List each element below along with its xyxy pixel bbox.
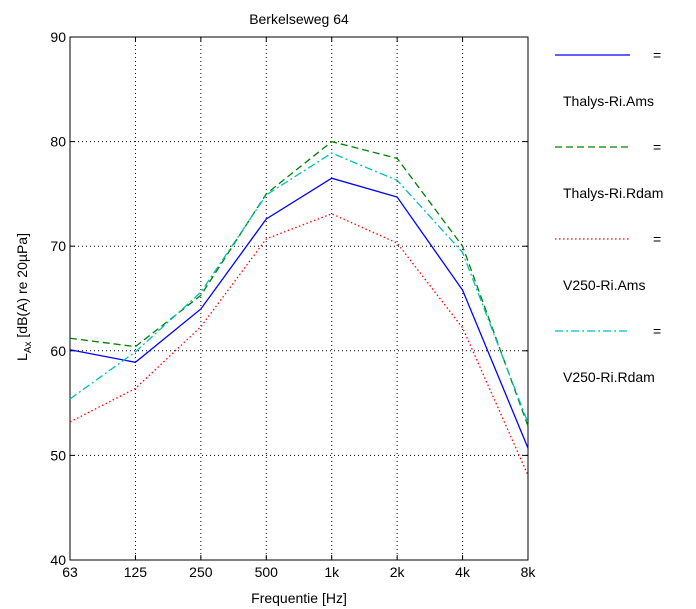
legend-equals: =	[653, 139, 661, 155]
y-tick-label: 90	[50, 29, 66, 45]
chart-title: Berkelseweg 64	[249, 11, 349, 27]
legend-label: V250-Ri.Ams	[563, 277, 645, 293]
axis-ticks: 63 125 250 500 1k 2k 4k 8k 40 50 60 70 80 90	[50, 29, 536, 580]
x-tick-label: 8k	[521, 564, 537, 580]
y-tick-label: 60	[50, 343, 66, 359]
grid-lines	[70, 37, 528, 560]
x-axis-label: Frequentie [Hz]	[251, 590, 347, 606]
x-tick-label: 500	[255, 564, 279, 580]
y-tick-label: 50	[50, 447, 66, 463]
x-tick-label: 4k	[455, 564, 471, 580]
legend-label: V250-Ri.Rdam	[563, 369, 655, 385]
x-tick-label: 2k	[390, 564, 406, 580]
series-line-2	[69, 140, 529, 427]
y-tick-label: 70	[50, 238, 66, 254]
y-tick-label: 80	[50, 134, 66, 150]
y-tick-label: 40	[50, 552, 66, 568]
series-line-4	[69, 152, 529, 424]
x-tick-label: 125	[124, 564, 148, 580]
x-tick-label: 250	[189, 564, 213, 580]
legend-equals: =	[653, 323, 661, 339]
x-tick-label: 63	[62, 564, 78, 580]
series-lines	[69, 140, 529, 476]
legend-equals: =	[653, 231, 661, 247]
plot-frame	[69, 36, 529, 561]
x-tick-label: 1k	[324, 564, 340, 580]
legend-equals: =	[653, 47, 661, 63]
legend: = Thalys-Ri.Ams = Thalys-Ri.Rdam = V250-Ri.Am…	[555, 47, 663, 385]
legend-label: Thalys-Ri.Rdam	[563, 185, 663, 201]
series-line-1	[69, 177, 529, 449]
y-axis-label: LAx [dB(A) re 20µPa]	[14, 233, 34, 361]
legend-label: Thalys-Ri.Ams	[563, 93, 654, 109]
series-line-3	[69, 213, 529, 476]
